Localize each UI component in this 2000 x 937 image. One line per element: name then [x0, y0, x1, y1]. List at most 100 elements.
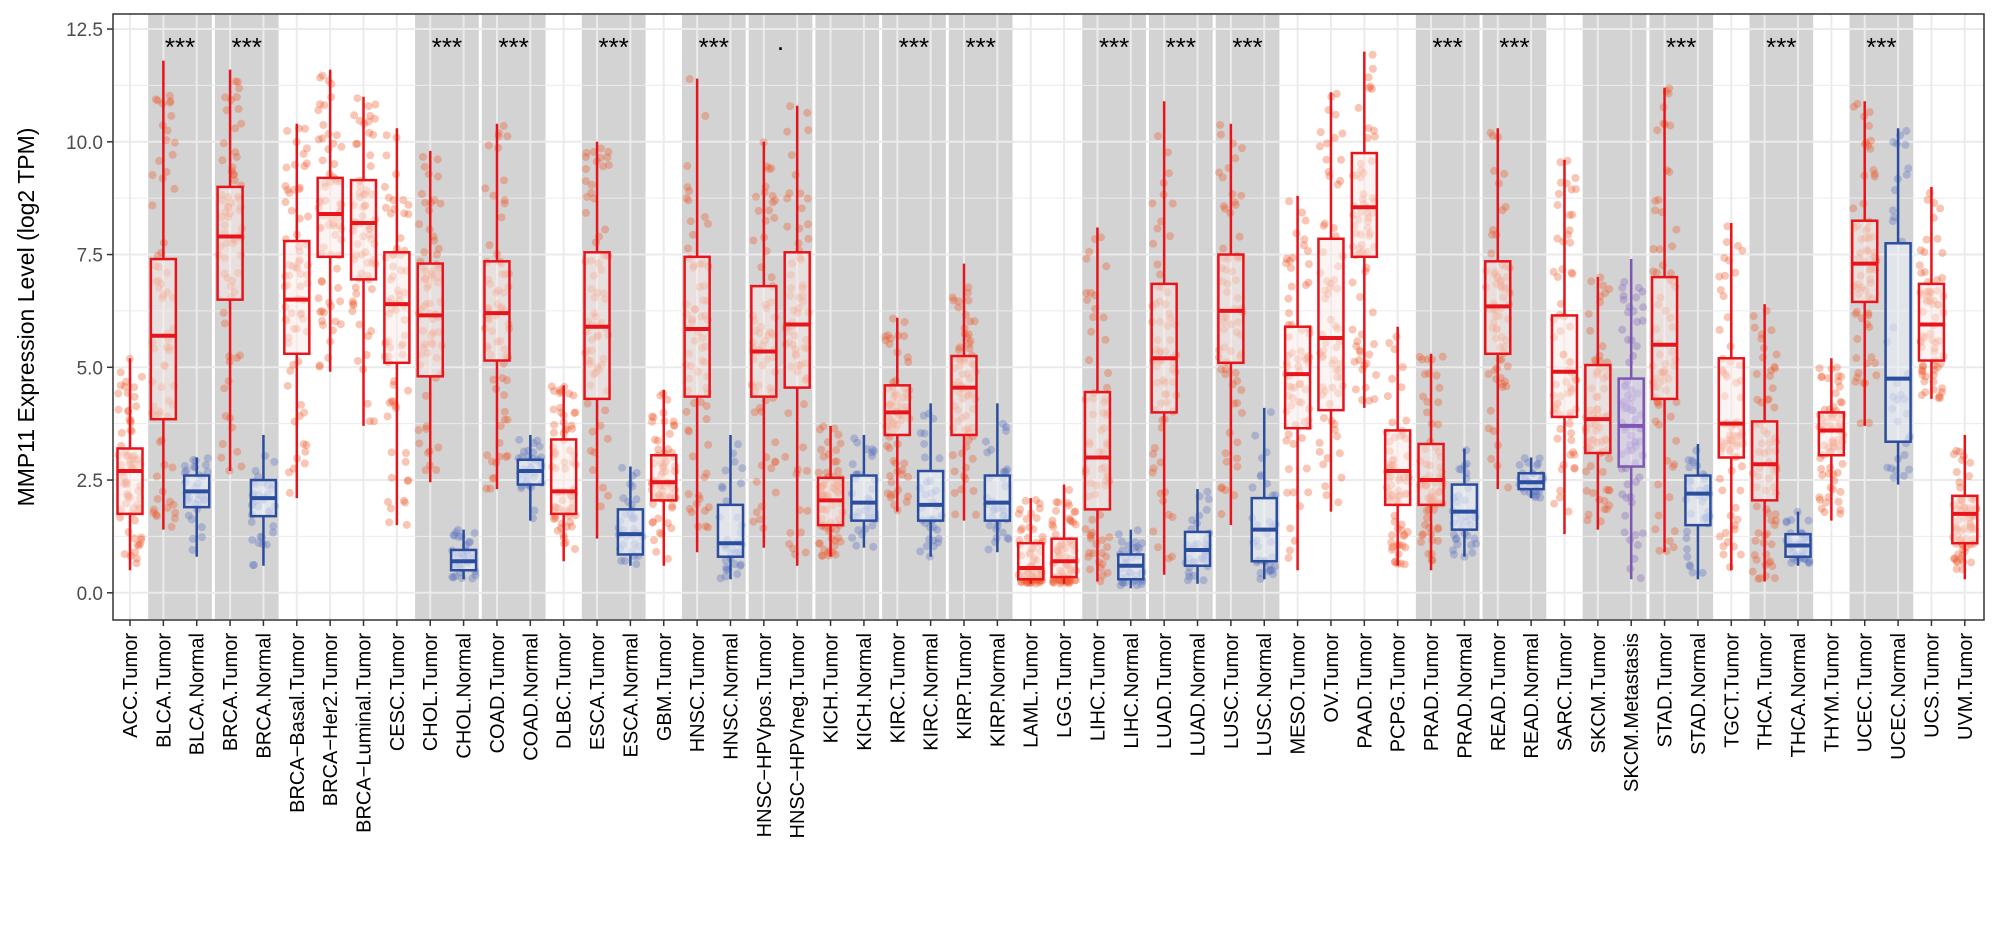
jitter-point [1365, 396, 1374, 405]
jitter-point [465, 537, 474, 546]
jitter-point [649, 536, 658, 545]
jitter-point [387, 473, 396, 482]
jitter-point [1684, 456, 1693, 465]
jitter-point [182, 466, 191, 475]
jitter-point [337, 142, 346, 151]
jitter-point [1486, 406, 1495, 415]
box-kirp-tumor [950, 263, 978, 521]
jitter-point [881, 336, 890, 345]
jitter-point [424, 170, 433, 179]
jitter-point [1233, 376, 1242, 385]
jitter-point [834, 466, 843, 475]
jitter-point [1766, 557, 1775, 566]
jitter-point [1168, 199, 1177, 208]
jitter-point [1449, 546, 1458, 555]
box-luad-tumor [1150, 101, 1178, 575]
jitter-point [1500, 169, 1509, 178]
jitter-point [1605, 486, 1614, 495]
jitter-point [868, 451, 877, 460]
jitter-point [1222, 457, 1231, 466]
x-tick-label: LAML.Tumor [1021, 633, 1043, 748]
jitter-point [1833, 468, 1842, 477]
box-iqr [1217, 253, 1245, 365]
box-gbm-tumor [650, 389, 678, 566]
jitter-point [1815, 493, 1824, 502]
jitter-point [530, 506, 539, 515]
jitter-point [314, 294, 323, 303]
jitter-point [589, 147, 598, 156]
jitter-point [581, 208, 590, 217]
box-chol-tumor [416, 150, 444, 483]
jitter-point [1555, 493, 1564, 502]
significance-labels: *** *** *** *** *** ***. *** *** *** *** *** *** ***… [165, 26, 1897, 62]
jitter-point [1225, 428, 1234, 437]
jitter-point [1949, 554, 1958, 563]
jitter-point [285, 488, 294, 497]
jitter-point [555, 389, 564, 398]
jitter-point [383, 412, 392, 421]
jitter-point [229, 170, 238, 179]
jitter-point [1736, 486, 1745, 495]
jitter-point [765, 206, 774, 215]
jitter-point [1216, 130, 1225, 139]
jitter-point [1149, 464, 1158, 473]
jitter-point [1602, 505, 1611, 514]
jitter-point [884, 331, 893, 340]
jitter-point [1065, 516, 1074, 525]
jitter-point [1248, 483, 1257, 492]
jitter-point [396, 234, 405, 243]
jitter-point [1098, 536, 1107, 545]
jitter-point [230, 170, 239, 179]
box-iqr [1283, 325, 1312, 430]
jitter-point [596, 153, 605, 162]
jitter-point [432, 250, 441, 259]
x-tick-label: GBM.Tumor [654, 633, 676, 741]
jitter-point [1219, 202, 1228, 211]
jitter-point [955, 343, 964, 352]
jitter-point [1553, 201, 1562, 210]
jitter-point [1099, 313, 1108, 322]
jitter-point [1423, 408, 1432, 417]
jitter-point [1148, 199, 1157, 208]
jitter-point [1601, 289, 1610, 298]
jitter-point [1217, 483, 1226, 492]
jitter-point [1934, 393, 1943, 402]
y-axis: 0.0 2.5 5.0 7.5 10.0 12.5 [66, 20, 113, 605]
jitter-point [799, 443, 808, 452]
jitter-point [417, 190, 426, 199]
jitter-point [768, 198, 777, 207]
jitter-point [834, 533, 843, 542]
jitter-point [1365, 350, 1374, 359]
jitter-point [632, 495, 641, 504]
jitter-point [1922, 235, 1931, 244]
jitter-point [1581, 467, 1590, 476]
box-iqr [1684, 474, 1712, 527]
jitter-point [687, 508, 696, 517]
jitter-point [1834, 371, 1843, 380]
jitter-point [1166, 232, 1175, 241]
box-iqr [883, 384, 912, 437]
jitter-point [802, 466, 811, 475]
jitter-point [685, 75, 694, 84]
jitter-point [1417, 538, 1426, 547]
box-lusc-normal [1250, 407, 1278, 580]
jitter-point [247, 518, 256, 527]
jitter-point [950, 488, 959, 497]
jitter-point [349, 299, 358, 308]
jitter-point [449, 573, 458, 582]
jitter-point [568, 424, 577, 433]
jitter-point [1149, 239, 1158, 248]
jitter-point [1865, 121, 1874, 130]
jitter-point [1370, 340, 1379, 349]
jitter-point [1487, 454, 1496, 463]
jitter-point [304, 212, 313, 221]
jitter-point [130, 392, 139, 401]
jitter-point [1818, 471, 1827, 480]
jitter-point [336, 320, 345, 329]
box-iqr [1317, 237, 1345, 412]
jitter-point [430, 196, 439, 205]
jitter-point [1716, 286, 1725, 295]
jitter-point [1156, 458, 1165, 467]
jitter-point [1066, 578, 1075, 587]
jitter-point [1133, 542, 1142, 551]
